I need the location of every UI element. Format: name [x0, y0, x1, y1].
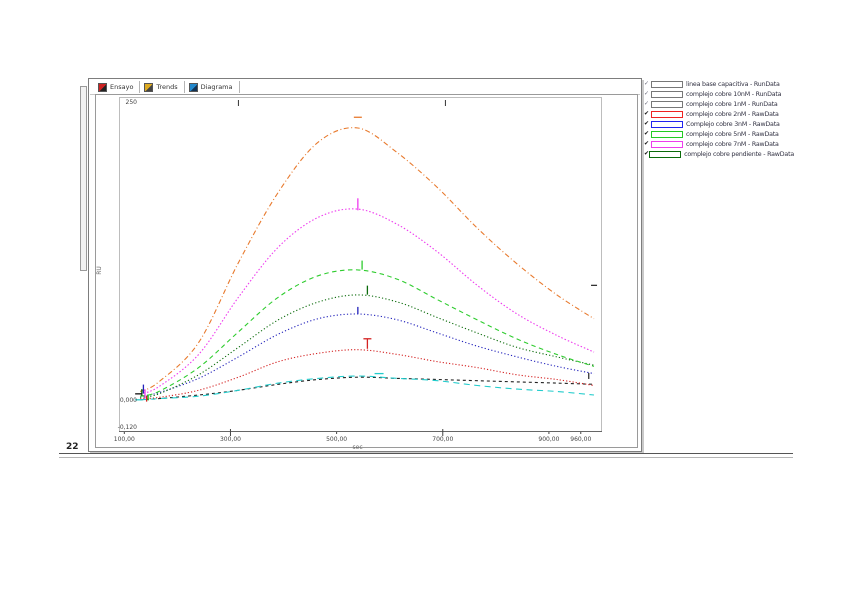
legend-label: complejo cobre 1nM - RunData — [686, 101, 778, 108]
x-tick-label: 100,00 — [106, 436, 142, 443]
tab-bar: Ensayo Trends Diagrama — [90, 80, 640, 95]
series-curve — [140, 376, 594, 400]
legend-swatch — [651, 81, 683, 88]
legend-checkbox-icon[interactable]: ✓ — [644, 99, 651, 109]
chart-blue-icon — [189, 83, 198, 92]
plot-canvas — [119, 97, 602, 438]
chart-window: Ensayo Trends Diagrama RU 100,00 300,00 500,… — [88, 78, 642, 452]
page-number: 22 — [66, 442, 79, 452]
chart-yellow-icon — [144, 83, 153, 92]
legend-swatch — [651, 121, 683, 128]
legend-label: complejo cobre 2nM - RawData — [686, 111, 779, 118]
legend-item[interactable]: ✓ linea base capacitiva - RunData — [644, 79, 794, 89]
legend-swatch — [651, 91, 683, 98]
y-axis-title: RU — [96, 266, 103, 275]
legend-checkbox-icon[interactable]: ✓ — [644, 79, 651, 89]
footer-rule-dark — [59, 453, 793, 454]
x-axis-title: sec — [353, 444, 363, 451]
legend-label: complejo cobre 7nM - RawData — [686, 141, 779, 148]
legend-label: complejo cobre 5nM - RawData — [686, 131, 779, 138]
series-curve — [140, 377, 594, 400]
x-tick-label: 960,00 — [563, 436, 599, 443]
tab-label: Ensayo — [110, 83, 133, 91]
legend-checkbox-icon[interactable]: ✓ — [644, 89, 651, 99]
tab-diagrama[interactable]: Diagrama — [185, 81, 240, 93]
legend-label: complejo cobre pendiente - RawData — [684, 151, 794, 158]
chart-red-icon — [98, 83, 107, 92]
legend-label: complejo cobre 10nM - RunData — [686, 91, 781, 98]
legend-checkbox-icon[interactable]: ✔ — [644, 139, 651, 149]
left-panel-scrollbar[interactable] — [80, 86, 87, 271]
legend-item[interactable]: ✔complejo cobre pendiente - RawData — [644, 149, 794, 159]
tab-ensayo[interactable]: Ensayo — [94, 81, 140, 93]
document-page: Ensayo Trends Diagrama RU 100,00 300,00 500,… — [0, 0, 848, 599]
series-curve — [140, 209, 594, 394]
legend-swatch — [651, 101, 683, 108]
legend-checkbox-icon[interactable]: ✔ — [644, 119, 651, 129]
tab-label: Trends — [156, 83, 177, 91]
y-tick-label: -0,120 — [97, 424, 137, 431]
legend-item[interactable]: ✔ complejo cobre 7nM - RawData — [644, 139, 794, 149]
legend-item[interactable]: ✓ complejo cobre 1nM - RunData — [644, 99, 794, 109]
x-tick-label: 700,00 — [425, 436, 461, 443]
legend-swatch — [649, 151, 681, 158]
legend-panel: ✓ linea base capacitiva - RunData ✓ complej… — [644, 79, 794, 159]
tab-label: Diagrama — [201, 83, 233, 91]
y-tick-label: 250 — [97, 99, 137, 106]
series-curve — [140, 128, 594, 392]
x-tick-label: 900,00 — [531, 436, 567, 443]
y-tick-label: 0,000 — [97, 397, 137, 404]
legend-label: linea base capacitiva - RunData — [686, 81, 780, 88]
legend-item[interactable]: ✓ complejo cobre 10nM - RunData — [644, 89, 794, 99]
legend-item[interactable]: ✔ complejo cobre 5nM - RawData — [644, 129, 794, 139]
legend-label: Complejo cobre 3nM - RawData — [686, 121, 780, 128]
x-tick-label: 300,00 — [212, 436, 248, 443]
legend-item[interactable]: ✔ complejo cobre 2nM - RawData — [644, 109, 794, 119]
legend-swatch — [651, 111, 683, 118]
footer-rule-light — [59, 457, 793, 458]
legend-item[interactable]: ✔ Complejo cobre 3nM - RawData — [644, 119, 794, 129]
tab-trends[interactable]: Trends — [140, 81, 184, 93]
x-tick-label: 500,00 — [319, 436, 355, 443]
legend-swatch — [651, 141, 683, 148]
legend-checkbox-icon[interactable]: ✔ — [644, 129, 651, 139]
legend-swatch — [651, 131, 683, 138]
legend-checkbox-icon[interactable]: ✔ — [644, 109, 651, 119]
